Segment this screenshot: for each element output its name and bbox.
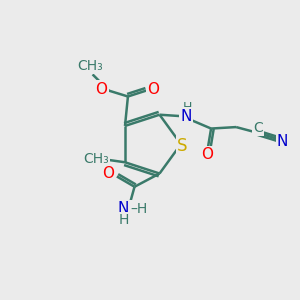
Text: S: S <box>177 136 188 154</box>
Text: H: H <box>118 213 128 227</box>
Text: –H: –H <box>130 202 148 216</box>
Text: O: O <box>95 82 107 97</box>
Text: O: O <box>148 82 160 97</box>
Text: N: N <box>118 201 129 216</box>
Text: H: H <box>183 101 192 114</box>
Text: N: N <box>180 109 192 124</box>
Text: O: O <box>201 147 213 162</box>
Text: O: O <box>103 166 115 181</box>
Text: CH₃: CH₃ <box>77 59 103 73</box>
Text: C: C <box>253 121 263 135</box>
Text: CH₃: CH₃ <box>84 152 109 166</box>
Text: N: N <box>277 134 288 149</box>
